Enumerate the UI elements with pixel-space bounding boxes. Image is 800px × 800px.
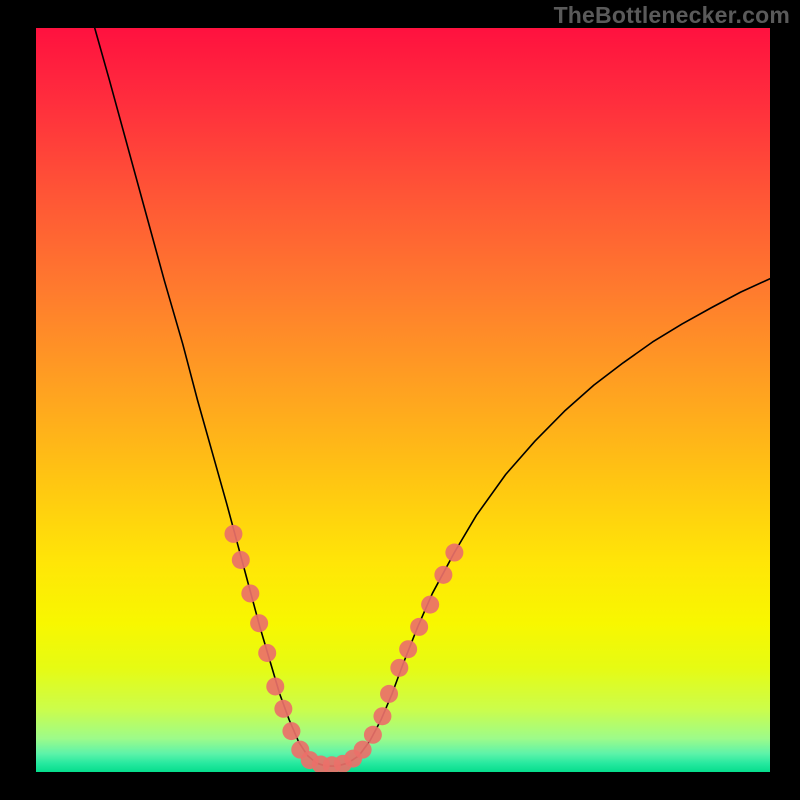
marker-dot	[445, 544, 463, 562]
marker-dot	[258, 644, 276, 662]
marker-dot	[390, 659, 408, 677]
marker-dot	[434, 566, 452, 584]
marker-dot	[399, 640, 417, 658]
marker-dot	[364, 726, 382, 744]
marker-dot	[373, 707, 391, 725]
marker-dot	[421, 596, 439, 614]
marker-dot	[354, 741, 372, 759]
marker-dot	[232, 551, 250, 569]
watermark-text: TheBottlenecker.com	[554, 2, 790, 29]
chart-stage: TheBottlenecker.com	[0, 0, 800, 800]
marker-dot	[274, 700, 292, 718]
plot-area	[36, 28, 770, 772]
marker-dot	[380, 685, 398, 703]
marker-dot	[282, 722, 300, 740]
plot-svg	[36, 28, 770, 772]
marker-dot	[410, 618, 428, 636]
marker-dot	[266, 677, 284, 695]
marker-dot	[250, 614, 268, 632]
marker-dot	[224, 525, 242, 543]
marker-dot	[241, 584, 259, 602]
